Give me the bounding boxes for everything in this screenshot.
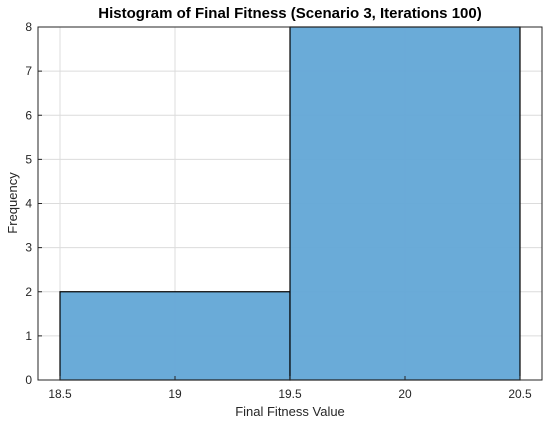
y-tick-label: 7 — [25, 64, 32, 78]
tick-layer: 18.5 19 19.5 20 20.5 0 1 2 3 4 5 6 7 8 — [25, 20, 532, 401]
y-tick-label: 2 — [25, 285, 32, 299]
y-axis-label: Frequency — [5, 172, 20, 234]
histogram-bar — [289, 26, 521, 381]
x-tick-label: 20.5 — [508, 387, 532, 401]
chart-title: Histogram of Final Fitness (Scenario 3, … — [98, 5, 481, 22]
y-tick-label: 1 — [25, 329, 32, 343]
x-axis-label: Final Fitness Value — [235, 404, 345, 419]
y-tick-label: 4 — [25, 197, 32, 211]
y-tick-label: 5 — [25, 152, 32, 166]
x-tick-label: 19 — [168, 387, 182, 401]
x-tick-label: 18.5 — [48, 387, 72, 401]
x-tick-label: 20 — [398, 387, 412, 401]
bar-layer — [59, 26, 521, 381]
x-tick-label: 19.5 — [278, 387, 302, 401]
y-tick-label: 6 — [25, 108, 32, 122]
y-tick-label: 0 — [25, 373, 32, 387]
histogram-bar — [59, 291, 291, 381]
y-tick-label: 3 — [25, 241, 32, 255]
y-tick-label: 8 — [25, 20, 32, 34]
